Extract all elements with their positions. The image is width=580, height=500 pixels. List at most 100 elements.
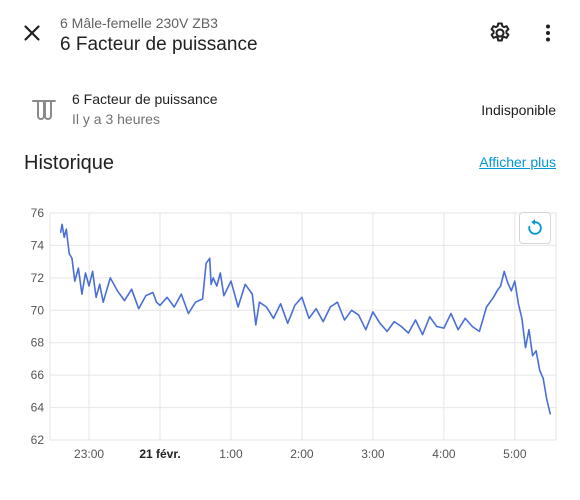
data-point [336, 301, 339, 303]
data-point [450, 312, 452, 315]
data-point [77, 267, 79, 269]
data-point [84, 272, 87, 274]
entity-row[interactable]: 6 Facteur de puissance Il y a 3 heures I… [24, 86, 556, 134]
data-point [251, 293, 253, 295]
data-point [393, 321, 395, 323]
data-point [500, 285, 502, 287]
data-point [258, 301, 260, 303]
data-point [173, 306, 175, 308]
reset-zoom-icon [528, 219, 542, 235]
data-point [201, 298, 204, 300]
data-point [542, 377, 544, 379]
data-point [351, 309, 353, 311]
more-options-button[interactable] [528, 13, 568, 53]
x-tick-label: 21 févr. [139, 447, 180, 461]
data-point [109, 277, 111, 279]
x-tick-label: 2:00 [290, 447, 314, 461]
data-point [372, 311, 374, 313]
x-tick-label: 5:00 [503, 447, 527, 461]
data-point [91, 270, 94, 272]
data-point [187, 312, 189, 315]
entity-state: Indisponible [481, 102, 556, 118]
entity-last-changed: Il y a 3 heures [72, 111, 160, 127]
data-point [421, 334, 424, 336]
data-point [510, 290, 512, 292]
data-point [471, 325, 473, 328]
data-point [74, 280, 76, 282]
data-point [507, 282, 509, 284]
data-point [237, 306, 239, 308]
show-more-link[interactable]: Afficher plus [479, 154, 556, 170]
data-point [322, 321, 324, 323]
data-point [514, 280, 516, 282]
data-point [145, 295, 147, 297]
y-tick-label: 62 [31, 433, 45, 447]
data-point [255, 324, 257, 326]
data-point [287, 322, 289, 324]
data-point [517, 303, 519, 305]
data-point [95, 296, 97, 298]
data-point [205, 262, 207, 264]
transmission-tower-icon [32, 100, 56, 120]
x-tick-label: 3:00 [361, 447, 385, 461]
data-point [485, 306, 488, 308]
x-tick-label: 1:00 [219, 447, 243, 461]
data-point [230, 280, 232, 282]
data-point [329, 306, 331, 308]
data-point [535, 350, 537, 352]
data-point [531, 355, 534, 357]
y-tick-label: 72 [31, 271, 45, 285]
x-tick-label: 4:00 [432, 447, 456, 461]
close-button[interactable] [12, 13, 52, 53]
data-point [223, 295, 225, 297]
data-point [88, 285, 90, 287]
data-point [358, 314, 360, 316]
y-tick-label: 66 [31, 368, 45, 382]
chart-grid [49, 212, 557, 441]
data-point [212, 277, 214, 279]
y-tick-label: 76 [31, 206, 45, 220]
data-point [528, 329, 530, 331]
entity-name: 6 Facteur de puissance [72, 91, 218, 107]
data-point [116, 290, 119, 292]
data-point [68, 252, 70, 255]
data-point [365, 329, 367, 331]
data-point [123, 299, 126, 302]
data-point [429, 316, 431, 318]
data-point [210, 283, 212, 285]
data-point [155, 301, 158, 303]
data-point [379, 322, 381, 324]
data-point [414, 319, 417, 321]
reset-zoom-button[interactable] [519, 212, 551, 244]
data-point [219, 272, 221, 274]
gear-icon [490, 22, 510, 42]
history-chart[interactable]: 76 74 72 70 68 66 64 62 23:00 21 févr. 1:00 2:00 3:… [0, 196, 580, 476]
data-point [478, 330, 480, 332]
data-point [492, 296, 495, 298]
y-tick-label: 74 [31, 238, 45, 252]
data-point [524, 346, 527, 349]
data-point [216, 285, 218, 287]
data-point [102, 301, 104, 303]
data-point [496, 290, 498, 292]
x-axis: 23:00 21 févr. 1:00 2:00 3:00 4:00 5:00 [74, 447, 527, 461]
data-point [265, 306, 268, 308]
data-point [244, 283, 246, 285]
data-point [343, 319, 346, 321]
data-point [521, 317, 523, 319]
data-point [315, 308, 317, 310]
data-point [71, 257, 73, 259]
data-point [209, 257, 211, 259]
data-point [436, 325, 438, 328]
settings-button[interactable] [480, 13, 520, 53]
data-point [549, 413, 551, 415]
y-tick-label: 68 [31, 336, 45, 350]
data-point [159, 304, 161, 307]
y-axis: 76 74 72 70 68 66 64 62 [31, 206, 45, 447]
data-point [546, 398, 548, 401]
data-point [443, 327, 445, 329]
data-point [272, 317, 275, 319]
data-point [81, 293, 83, 295]
chart-series [59, 223, 552, 415]
